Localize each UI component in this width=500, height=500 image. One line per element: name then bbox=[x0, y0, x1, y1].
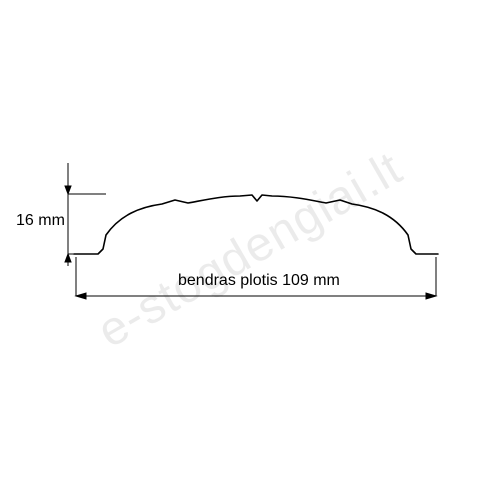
width-label: bendras plotis 109 mm bbox=[178, 272, 340, 290]
height-label: 16 mm bbox=[16, 212, 65, 230]
profile-path bbox=[74, 195, 438, 254]
height-dimension bbox=[65, 163, 106, 266]
diagram-canvas bbox=[0, 0, 500, 500]
